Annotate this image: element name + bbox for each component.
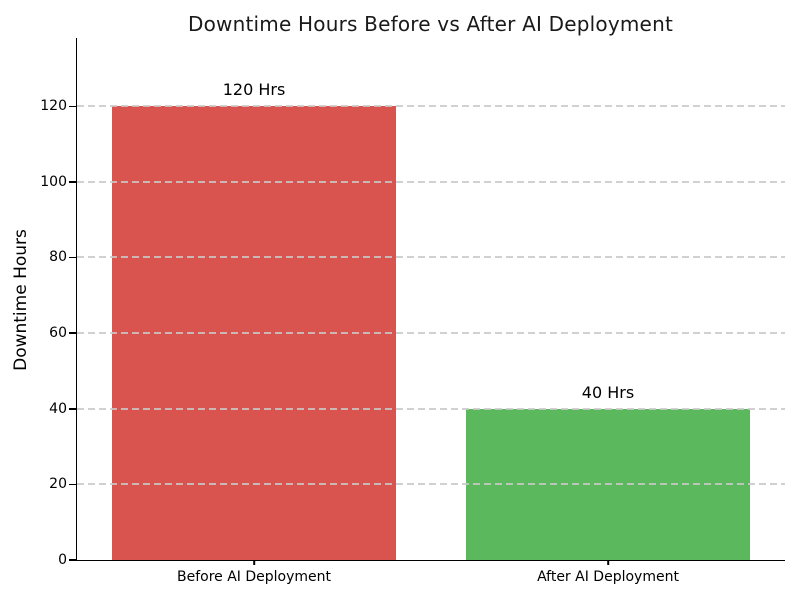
gridline-y-60 (77, 332, 785, 335)
gridline-y-100 (77, 180, 785, 183)
y-tick-mark-40 (69, 408, 76, 410)
y-tick-label-20: 20 (49, 476, 67, 493)
y-tick-label-120: 120 (40, 98, 67, 115)
y-tick-label-100: 100 (40, 173, 67, 190)
plot-area: 0 20 40 60 80 100 120 120 Hrs Before AI Deployme… (40, 38, 785, 585)
y-tick-mark-100 (69, 181, 76, 183)
x-tick-label-after-ai-deployment: After AI Deployment (537, 569, 679, 585)
gridline-y-120 (77, 105, 785, 108)
y-tick-mark-20 (69, 483, 76, 486)
bar-value-label-after-ai-deployment: 40 Hrs (581, 382, 635, 402)
y-tick-mark-80 (69, 256, 76, 259)
gridline-y-40 (77, 407, 785, 410)
y-tick-label-60: 60 (49, 325, 67, 342)
y-tick-label-80: 80 (49, 249, 67, 266)
gridline-y-20 (77, 483, 785, 486)
gridline-y-80 (77, 256, 785, 259)
y-tick-label-0: 0 (58, 552, 67, 568)
x-tick-mark-before-ai-deployment (253, 560, 255, 565)
y-tick-mark-60 (69, 332, 76, 335)
chart-title: Downtime Hours Before vs After AI Deploy… (188, 12, 673, 36)
x-tick-label-before-ai-deployment: Before AI Deployment (176, 569, 332, 585)
y-tick-mark-0 (69, 559, 76, 561)
x-tick-mark-after-ai-deployment (607, 560, 609, 565)
y-axis-label: Downtime Hours (11, 229, 31, 371)
bar-value-label-before-ai-deployment: 120 Hrs (222, 80, 286, 100)
y-tick-label-40: 40 (49, 400, 67, 417)
y-tick-mark-120 (69, 105, 76, 108)
